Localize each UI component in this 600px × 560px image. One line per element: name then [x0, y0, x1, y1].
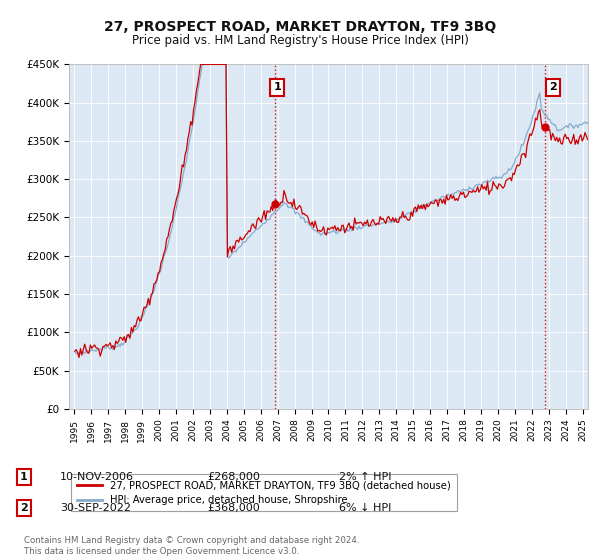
- Text: 30-SEP-2022: 30-SEP-2022: [60, 503, 131, 513]
- Text: 10-NOV-2006: 10-NOV-2006: [60, 472, 134, 482]
- Text: 1: 1: [273, 82, 281, 92]
- Text: 2: 2: [550, 82, 557, 92]
- Text: Price paid vs. HM Land Registry's House Price Index (HPI): Price paid vs. HM Land Registry's House …: [131, 34, 469, 46]
- Text: 27, PROSPECT ROAD, MARKET DRAYTON, TF9 3BQ: 27, PROSPECT ROAD, MARKET DRAYTON, TF9 3…: [104, 20, 496, 34]
- Legend: 27, PROSPECT ROAD, MARKET DRAYTON, TF9 3BQ (detached house), HPI: Average price,: 27, PROSPECT ROAD, MARKET DRAYTON, TF9 3…: [71, 474, 457, 511]
- Text: £368,000: £368,000: [207, 503, 260, 513]
- Text: 6% ↓ HPI: 6% ↓ HPI: [339, 503, 391, 513]
- Text: 1: 1: [20, 472, 28, 482]
- Text: £268,000: £268,000: [207, 472, 260, 482]
- Text: Contains HM Land Registry data © Crown copyright and database right 2024.
This d: Contains HM Land Registry data © Crown c…: [24, 536, 359, 556]
- Text: 2: 2: [20, 503, 28, 513]
- Text: 2% ↑ HPI: 2% ↑ HPI: [339, 472, 391, 482]
